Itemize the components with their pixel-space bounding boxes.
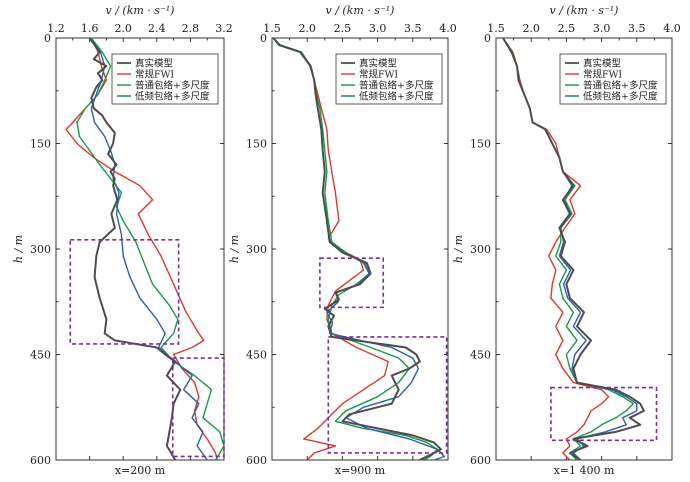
x-tick-label: 3.2 [215,22,233,35]
legend-label: 真实模型 [135,58,174,70]
x-tick-label: 2.5 [334,22,352,35]
x-tick-label: 3.5 [404,22,422,35]
y-tick-label: 600 [246,454,267,467]
series-line-4 [89,38,208,460]
y-axis-title: h / m [228,235,241,263]
y-tick-label: 0 [260,32,267,45]
legend-label: 普通包络+多尺度 [135,80,210,92]
x-axis-title: v / (km · s⁻¹) [326,4,395,17]
x-axis-title: v / (km · s⁻¹) [106,4,175,17]
chart-panel-3: 1.5 2.0 2.5 3.0 3.5 4.0 0 150 300 450 600 v / (km ·… [452,4,681,477]
y-tick-label: 450 [246,349,267,362]
x-tick-label: 4.0 [439,22,457,35]
legend-label: 低频包络+多尺度 [359,91,434,103]
panel-caption: x=200 m [115,464,166,477]
legend-label: 真实模型 [583,58,622,70]
legend-label: 低频包络+多尺度 [583,91,658,103]
highlight-box [171,357,225,458]
series-group [272,38,446,460]
y-tick-label: 600 [30,454,51,467]
chart-panel-1: 1.2 1.6 2.0 2.4 2.8 3.2 0 150 300 450 600 v / (km ·… [12,4,233,477]
series-line-1 [88,38,182,460]
chart-panel-2: 1.5 2.0 2.5 3.0 3.5 4.0 0 150 300 450 600 v / (km ·… [228,4,457,477]
y-tick-label: 0 [44,32,51,45]
y-tick-label: 600 [470,454,491,467]
highlight-box [69,239,180,345]
legend-label: 真实模型 [359,58,398,70]
panel-caption: x=1 400 m [554,464,615,477]
y-tick-label: 150 [30,138,51,151]
x-tick-label: 2.0 [522,22,540,35]
legend-label: 普通包络+多尺度 [359,80,434,92]
series-line-3 [76,38,224,460]
x-tick-label: 2.5 [558,22,576,35]
highlight-box [327,336,448,454]
x-tick-label: 1.5 [263,22,281,35]
y-tick-label: 150 [470,138,491,151]
x-tick-label: 2.8 [182,22,200,35]
x-tick-label: 3.0 [369,22,387,35]
y-axis-title: h / m [12,235,25,263]
x-tick-label: 1.5 [487,22,505,35]
highlight-box [550,386,658,442]
legend-label: 常规FWI [135,69,174,81]
highlight-box [319,257,385,309]
legend-label: 常规FWI [359,69,398,81]
y-tick-label: 300 [470,243,491,256]
series-line-1 [502,38,645,460]
x-tick-label: 1.2 [47,22,65,35]
y-axis-title: h / m [452,235,465,263]
y-tick-label: 150 [246,138,267,151]
y-tick-label: 450 [30,349,51,362]
x-tick-label: 2.0 [298,22,316,35]
y-tick-label: 450 [470,349,491,362]
x-tick-label: 2.4 [148,22,166,35]
legend-label: 普通包络+多尺度 [583,80,658,92]
legend-label: 低频包络+多尺度 [135,91,210,103]
y-tick-label: 300 [30,243,51,256]
y-tick-label: 300 [246,243,267,256]
x-tick-label: 4.0 [663,22,681,35]
x-axis-title: v / (km · s⁻¹) [550,4,619,17]
x-tick-label: 3.5 [628,22,646,35]
x-tick-label: 1.6 [81,22,99,35]
x-tick-label: 3.0 [593,22,611,35]
series-group [502,38,645,460]
x-tick-label: 2.0 [114,22,132,35]
panel-caption: x=900 m [335,464,386,477]
series-group [65,38,224,460]
legend-label: 常规FWI [583,69,622,81]
series-line-1 [272,38,442,460]
series-line-2 [272,38,389,460]
y-tick-label: 0 [484,32,491,45]
